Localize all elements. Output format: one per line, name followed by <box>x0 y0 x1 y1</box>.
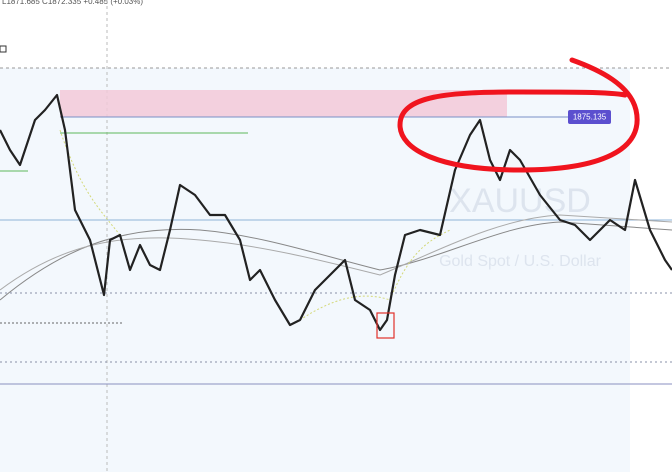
toolbar-icon[interactable] <box>0 45 7 53</box>
highlight-box <box>376 312 395 339</box>
watermark-name: Gold Spot / U.S. Dollar <box>439 253 602 270</box>
price-label-box <box>568 110 611 124</box>
watermark-symbol: XAUUSD <box>449 182 591 220</box>
ohlc-readout: L1871.685 C1872.335 +0.485 (+0.03%) <box>2 0 143 6</box>
price-label: 1875.135 <box>573 113 607 122</box>
price-candles <box>0 93 672 332</box>
session-area <box>0 68 630 472</box>
hand-drawn-circle <box>397 57 640 173</box>
supply-zone <box>60 90 507 117</box>
indicator-line <box>59 129 451 321</box>
